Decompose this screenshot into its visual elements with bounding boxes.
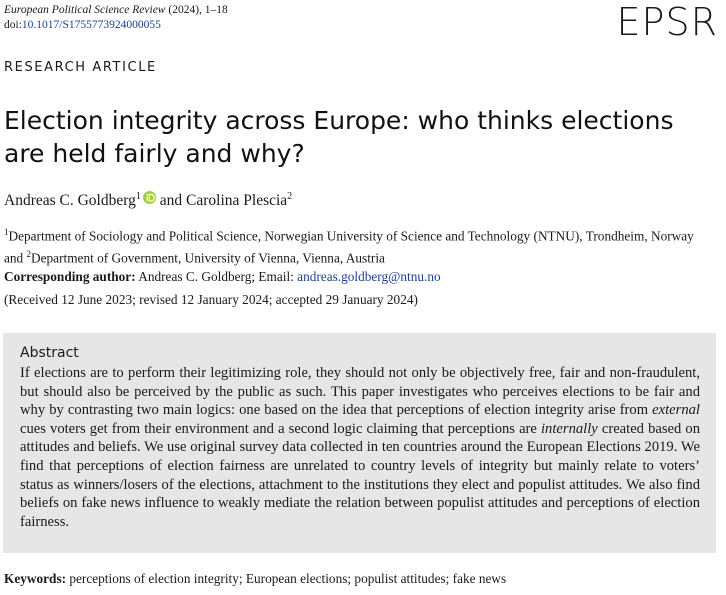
affiliation: Department of Sociology and Political Sc… <box>8 228 694 244</box>
abstract-body: If elections are to perform their legiti… <box>20 364 700 531</box>
authors: Andreas C. Goldberg1 and Carolina Plesci… <box>4 191 292 210</box>
history: (Received 12 June 2023; revised 12 Janua… <box>4 292 418 307</box>
keywords: Keywords: perceptions of election integr… <box>4 571 506 587</box>
abstract-text: cues voters get from their environment a… <box>20 420 541 437</box>
author-name: Carolina Plescia <box>186 192 288 210</box>
journal-logo: EPSR <box>616 0 718 44</box>
corresponding-label: Corresponding author: <box>4 268 136 284</box>
journal-meta: (2024), 1–18 <box>168 4 228 16</box>
article-type: RESEARCH ARTICLE <box>4 60 157 75</box>
author-joiner: and <box>159 192 183 210</box>
email-link[interactable]: andreas.goldberg@ntnu.no <box>297 268 441 284</box>
abstract-emphasis: external <box>652 402 700 419</box>
author-name: Andreas C. Goldberg <box>4 192 136 210</box>
orcid-icon[interactable] <box>142 191 156 205</box>
abstract-text: created based on attitudes and beliefs. … <box>20 420 700 530</box>
author-sup: 1 <box>135 191 141 202</box>
abstract-box: Abstract If elections are to perform the… <box>3 333 716 553</box>
journal-name: European Political Science Review <box>4 4 166 16</box>
journal-line: European Political Science Review (2024)… <box>4 3 228 18</box>
abstract-emphasis: internally <box>541 420 598 437</box>
affiliation-sup: 2 <box>26 249 32 260</box>
affiliation: Department of Government, University of … <box>31 250 385 266</box>
keywords-text: perceptions of election integrity; Europ… <box>69 571 507 586</box>
author-sup: 2 <box>287 191 293 202</box>
doi-link[interactable]: 10.1017/S1755773924000055 <box>21 19 161 31</box>
abstract-heading: Abstract <box>20 345 79 361</box>
abstract-text: If elections are to perform their legiti… <box>20 365 700 419</box>
corresponding: Corresponding author: Andreas C. Goldber… <box>4 268 716 286</box>
affiliation-sup: 1 <box>4 227 9 237</box>
journal-header: European Political Science Review (2024)… <box>4 3 228 33</box>
article-title: Election integrity across Europe: who th… <box>4 106 674 168</box>
doi-line: doi:10.1017/S1755773924000055 <box>4 18 228 33</box>
doi-prefix: doi: <box>4 19 22 31</box>
affiliations: 1Department of Sociology and Political S… <box>4 223 716 286</box>
keywords-label: Keywords: <box>4 571 67 586</box>
affiliation-joiner: and <box>4 250 24 266</box>
corresponding-text: Andreas C. Goldberg; Email: <box>138 268 294 284</box>
